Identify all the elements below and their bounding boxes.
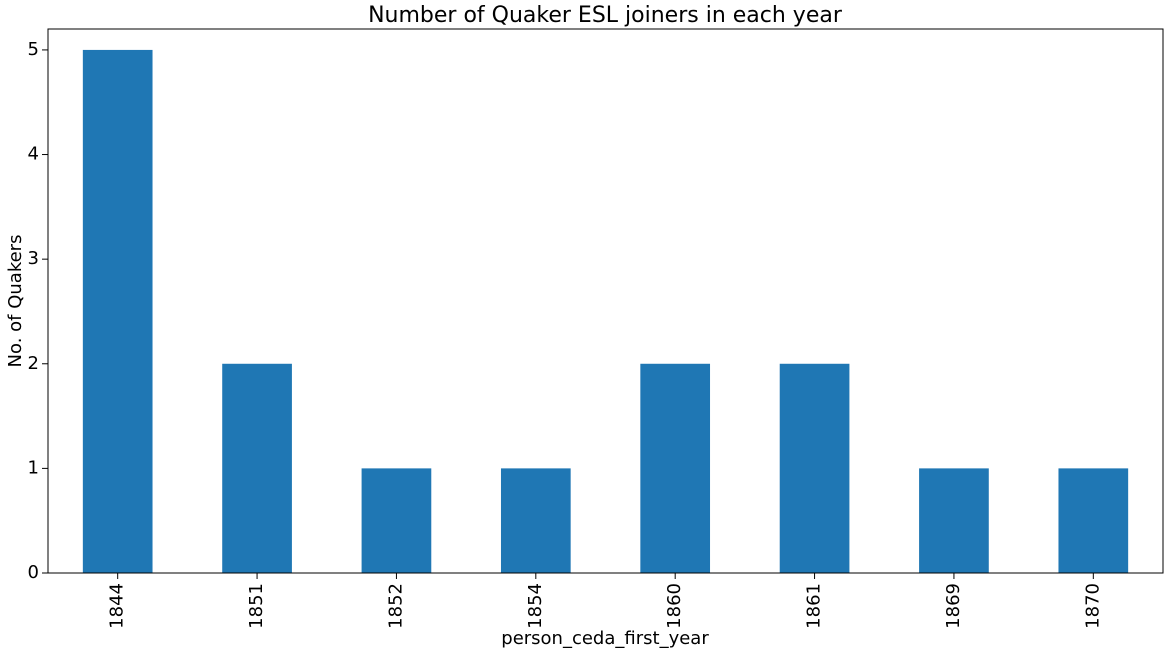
x-tick-label-1869: 1869 [943,583,964,629]
x-tick-label-1844: 1844 [107,583,128,629]
bar-1861 [779,363,850,573]
bar-1870 [1058,468,1129,573]
x-axis-label: person_ceda_first_year [501,628,709,649]
x-tick-label-1870: 1870 [1082,583,1103,629]
y-tick-label-0: 0 [28,562,39,583]
bar-1854 [500,468,571,573]
x-tick-label-1861: 1861 [804,583,825,629]
y-axis-label: No. of Quakers [5,235,26,368]
x-axis-ticks: 1844 1851 1852 1854 1860 1861 1869 1870 [107,573,1103,629]
y-tick-label-1: 1 [28,457,39,478]
bar-1852 [361,468,432,573]
x-tick-label-1860: 1860 [664,583,685,629]
y-axis-ticks: 0 1 2 3 4 5 [28,39,48,583]
bar-1860 [640,363,711,573]
y-tick-label-2: 2 [28,353,39,374]
x-tick-label-1854: 1854 [525,583,546,629]
plot-area-frame [47,28,1164,574]
y-tick-label-3: 3 [28,248,39,269]
bars-layer [82,49,1129,574]
x-tick-label-1852: 1852 [385,583,406,629]
bar-1869 [919,468,989,573]
x-tick-label-1851: 1851 [246,583,267,629]
bar-1851 [222,363,292,573]
bar-1844 [82,49,153,574]
chart-title: Number of Quaker ESL joiners in each yea… [368,3,843,28]
y-tick-label-4: 4 [28,144,39,165]
y-tick-label-5: 5 [28,39,39,60]
